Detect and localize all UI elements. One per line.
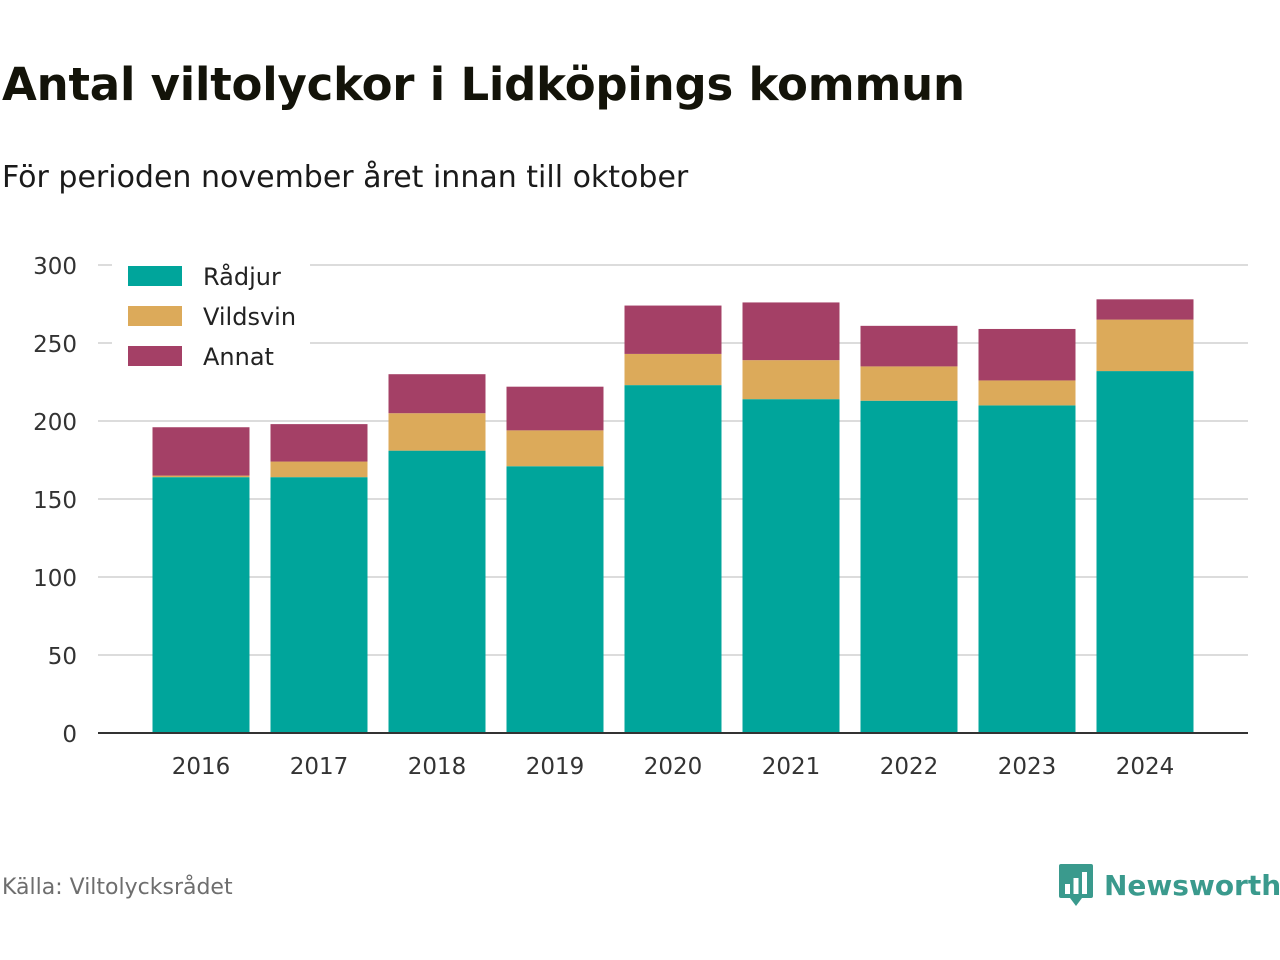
- source-note: Källa: Viltolycksrådet: [2, 875, 233, 900]
- bar-segment-vildsvin: [388, 413, 486, 451]
- legend-label: Vildsvin: [203, 303, 296, 331]
- bar-segment-radjur: [978, 405, 1076, 733]
- x-tick-label: 2024: [1116, 754, 1175, 780]
- legend-swatch: [128, 306, 182, 326]
- bar-segment-annat: [1096, 299, 1194, 320]
- bar-segment-radjur: [388, 450, 486, 733]
- bar-segment-radjur: [860, 400, 958, 733]
- x-tick-label: 2019: [526, 754, 585, 780]
- y-tick-label: 0: [62, 722, 77, 748]
- legend-swatch: [128, 266, 182, 286]
- x-tick-label: 2021: [762, 754, 821, 780]
- bar-segment-radjur: [506, 466, 604, 733]
- y-tick-label: 300: [33, 254, 77, 280]
- x-tick-label: 2018: [408, 754, 467, 780]
- x-tick-label: 2023: [998, 754, 1057, 780]
- bar-segment-annat: [270, 424, 368, 462]
- y-tick-label: 200: [33, 410, 77, 436]
- x-tick-label: 2016: [172, 754, 231, 780]
- bar-segment-radjur: [742, 399, 840, 733]
- bar-segment-vildsvin: [152, 475, 250, 478]
- x-tick-label: 2017: [290, 754, 349, 780]
- bar-segment-annat: [978, 328, 1076, 381]
- bar-segment-annat: [152, 427, 250, 476]
- bar-segment-radjur: [270, 477, 368, 733]
- bar-segment-annat: [624, 305, 722, 354]
- bars: [152, 299, 1194, 733]
- bar-segment-vildsvin: [742, 360, 840, 400]
- legend: Rådjur Vildsvin Annat: [112, 258, 310, 380]
- bar-segment-annat: [860, 325, 958, 367]
- legend-swatch: [128, 346, 182, 366]
- stacked-bar-chart: 0 50 100 150 200 250 300 2016 2017 2018 2019 2020 20…: [33, 254, 1248, 780]
- bar-segment-vildsvin: [624, 353, 722, 386]
- y-tick-label: 100: [33, 566, 77, 592]
- bar-segment-annat: [388, 374, 486, 414]
- bar-segment-annat: [742, 302, 840, 361]
- chart-title: Antal viltolyckor i Lidköpings kommun: [2, 58, 965, 111]
- chart-subtitle: För perioden november året innan till ok…: [2, 160, 689, 195]
- legend-label: Rådjur: [203, 262, 281, 291]
- legend-label: Annat: [203, 343, 274, 371]
- y-tick-label: 50: [48, 644, 77, 670]
- bar-segment-radjur: [152, 477, 250, 733]
- brand-logo: Newsworthy: [1058, 862, 1280, 908]
- x-tick-label: 2020: [644, 754, 703, 780]
- x-tick-label: 2022: [880, 754, 939, 780]
- bar-chart-speech-bubble-icon: [1059, 864, 1093, 906]
- bar-segment-annat: [506, 386, 604, 431]
- bar-segment-vildsvin: [506, 430, 604, 467]
- brand-name: Newsworthy: [1104, 868, 1280, 902]
- bar-segment-vildsvin: [978, 380, 1076, 406]
- axes: 0 50 100 150 200 250 300 2016 2017 2018 2019 2020 20…: [33, 254, 1248, 780]
- bar-segment-radjur: [1096, 371, 1194, 733]
- y-tick-label: 250: [33, 332, 77, 358]
- bar-segment-vildsvin: [270, 461, 368, 478]
- bar-segment-vildsvin: [860, 366, 958, 401]
- bar-segment-vildsvin: [1096, 319, 1194, 372]
- bar-segment-radjur: [624, 385, 722, 733]
- y-tick-label: 150: [33, 488, 77, 514]
